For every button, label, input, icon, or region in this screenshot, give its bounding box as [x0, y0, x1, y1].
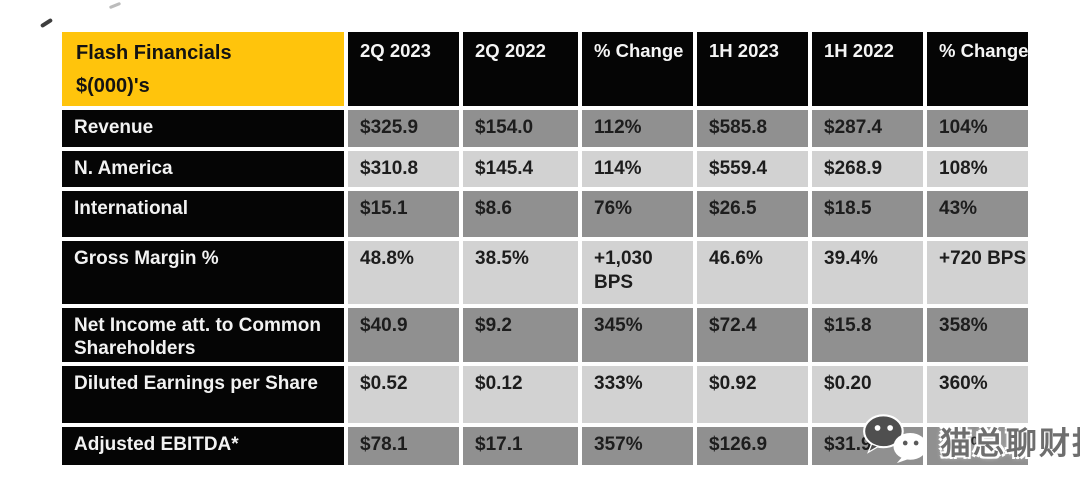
cell-value: 48.8%: [348, 241, 459, 304]
column-header-1h2022: 1H 2022: [812, 32, 923, 106]
table-row-diluted-eps: Diluted Earnings per Share $0.52 $0.12 3…: [62, 366, 1028, 423]
cell-value: $585.8: [697, 110, 808, 147]
cell-value: 43%: [927, 191, 1028, 237]
row-label: Revenue: [62, 110, 344, 147]
table-row-gross-margin: Gross Margin % 48.8% 38.5% +1,030 BPS 46…: [62, 241, 1028, 304]
cell-value: $310.8: [348, 151, 459, 187]
row-label: N. America: [62, 151, 344, 187]
cell-value: 298%: [927, 427, 1028, 465]
table-header-row: Flash Financials $(000)'s 2Q 2023 2Q 202…: [62, 32, 1028, 106]
cell-value: +720 BPS: [927, 241, 1028, 304]
table-title-line2: $(000)'s: [76, 75, 150, 97]
table-row-international: International $15.1 $8.6 76% $26.5 $18.5…: [62, 191, 1028, 237]
table-row-revenue: Revenue $325.9 $154.0 112% $585.8 $287.4…: [62, 110, 1028, 147]
cell-value: 39.4%: [812, 241, 923, 304]
cell-value: 38.5%: [463, 241, 578, 304]
column-header-2q2023: 2Q 2023: [348, 32, 459, 106]
cell-value: $325.9: [348, 110, 459, 147]
row-label: Gross Margin %: [62, 241, 344, 304]
table-title-cell: Flash Financials $(000)'s: [62, 32, 344, 106]
table-row-n-america: N. America $310.8 $145.4 114% $559.4 $26…: [62, 151, 1028, 187]
cell-value: $17.1: [463, 427, 578, 465]
table-title-line1: Flash Financials: [76, 42, 232, 64]
cell-value: 112%: [582, 110, 693, 147]
cell-value: $268.9: [812, 151, 923, 187]
cell-value: $78.1: [348, 427, 459, 465]
column-header-pct-change-q: % Change: [582, 32, 693, 106]
cell-value: 104%: [927, 110, 1028, 147]
stray-mark: [108, 1, 122, 10]
cell-value: 345%: [582, 308, 693, 362]
cell-value: 358%: [927, 308, 1028, 362]
cell-value: 76%: [582, 191, 693, 237]
cell-value: $9.2: [463, 308, 578, 362]
cell-value: $15.1: [348, 191, 459, 237]
cell-value: 108%: [927, 151, 1028, 187]
cell-value: $0.12: [463, 366, 578, 423]
cell-value: $40.9: [348, 308, 459, 362]
cell-value: +1,030 BPS: [582, 241, 693, 304]
table-row-adjusted-ebitda: Adjusted EBITDA* $78.1 $17.1 357% $126.9…: [62, 427, 1028, 465]
column-header-1h2023: 1H 2023: [697, 32, 808, 106]
cell-value: $0.20: [812, 366, 923, 423]
watermark-text: 猫总聊财报: [940, 426, 1080, 461]
table-row-net-income: Net Income att. to Common Shareholders $…: [62, 308, 1028, 362]
stray-mark: [39, 17, 54, 29]
cell-value: $31.9: [812, 427, 923, 465]
cell-value: 333%: [582, 366, 693, 423]
column-header-pct-change-h: % Change: [927, 32, 1028, 106]
row-label: Net Income att. to Common Shareholders: [62, 308, 344, 362]
row-label: Adjusted EBITDA*: [62, 427, 344, 465]
row-label: International: [62, 191, 344, 237]
column-header-2q2022: 2Q 2022: [463, 32, 578, 106]
cell-value: 357%: [582, 427, 693, 465]
cell-value: $8.6: [463, 191, 578, 237]
row-label: Diluted Earnings per Share: [62, 366, 344, 423]
wechat-icon: [858, 412, 934, 469]
cell-value: $15.8: [812, 308, 923, 362]
cell-value: 114%: [582, 151, 693, 187]
cell-value: $26.5: [697, 191, 808, 237]
cell-value: $154.0: [463, 110, 578, 147]
cell-value: $0.92: [697, 366, 808, 423]
flash-financials-table: Flash Financials $(000)'s 2Q 2023 2Q 202…: [62, 32, 1028, 469]
watermark: 猫总聊财报: [858, 412, 1080, 469]
cell-value: $287.4: [812, 110, 923, 147]
cell-value: $0.52: [348, 366, 459, 423]
cell-value: $72.4: [697, 308, 808, 362]
cell-value: $145.4: [463, 151, 578, 187]
cell-value: 46.6%: [697, 241, 808, 304]
cell-value: $18.5: [812, 191, 923, 237]
cell-value: 360%: [927, 366, 1028, 423]
cell-value: $559.4: [697, 151, 808, 187]
cell-value: $126.9: [697, 427, 808, 465]
